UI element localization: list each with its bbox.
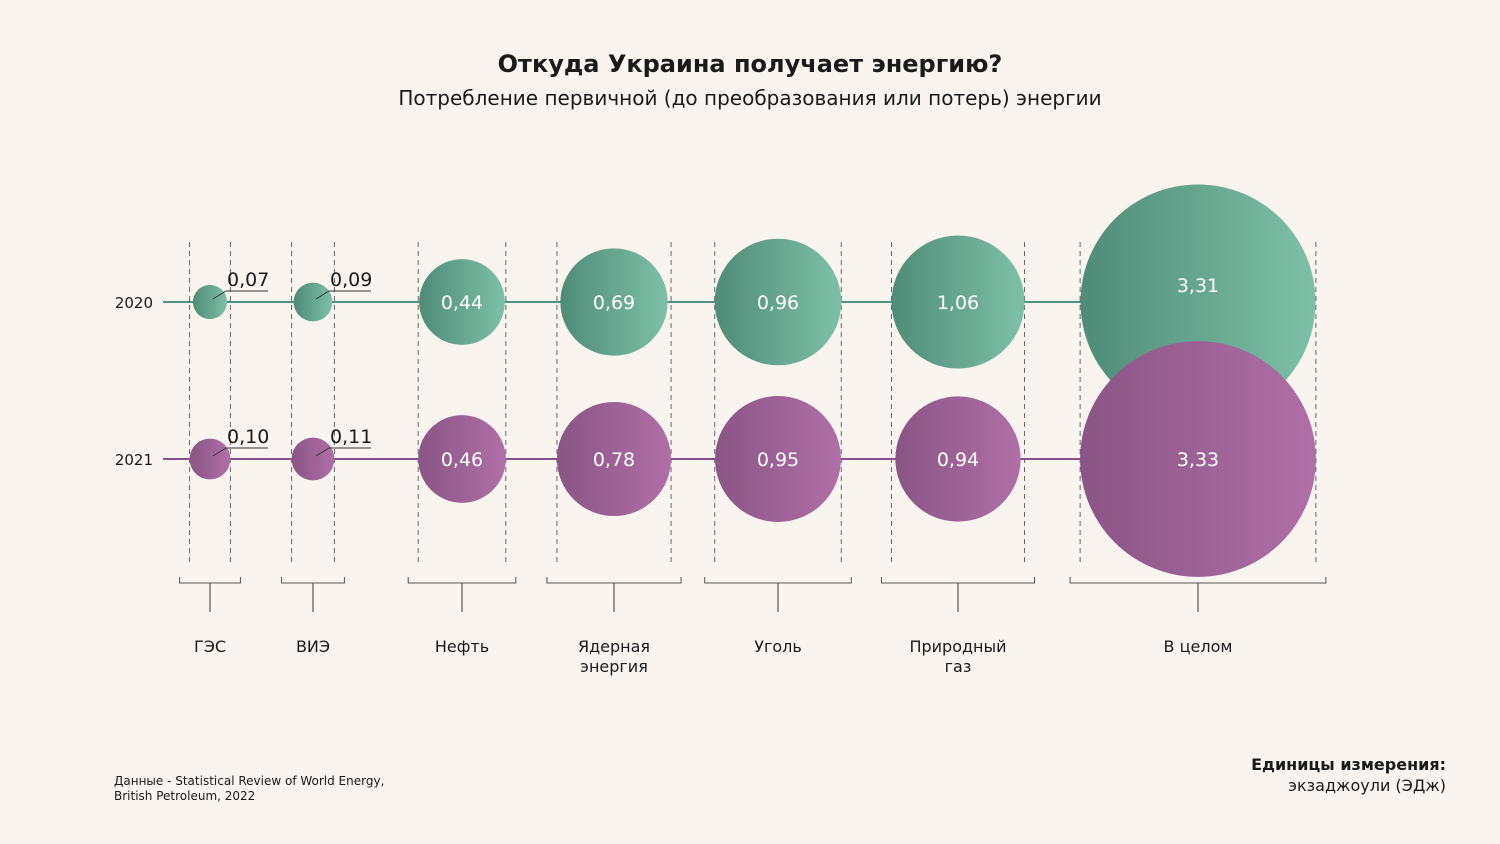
category-label: Ядерная энергия	[578, 637, 650, 676]
chart-title: Откуда Украина получает энергию?	[497, 50, 1003, 78]
bubble-2021-0	[189, 438, 231, 480]
category-label: ВИЭ	[296, 637, 330, 656]
units-note: Единицы измерения: экзаджоули (ЭДж)	[1251, 754, 1446, 796]
value-label-2021-5: 0,94	[937, 449, 979, 471]
bubble-2020-4	[714, 238, 842, 366]
value-leader-line	[212, 447, 268, 457]
bubble-2021-2	[418, 415, 506, 503]
bubble-2020-0	[192, 284, 228, 320]
units-value: экзаджоули (ЭДж)	[1288, 776, 1446, 795]
value-label-2020-3: 0,69	[593, 292, 635, 314]
value-label-2021-1: 0,11	[330, 426, 372, 448]
value-leader-line	[315, 447, 371, 457]
value-label-2021-0: 0,10	[227, 426, 269, 448]
category-label: В целом	[1164, 637, 1233, 656]
bubble-2020-3	[560, 248, 668, 356]
value-leader-line	[315, 290, 371, 300]
category-bracket	[1069, 577, 1327, 584]
bubble-2021-5	[895, 396, 1021, 522]
category-bracket	[704, 577, 852, 584]
bubble-2021-1	[291, 437, 335, 481]
category-label: Уголь	[754, 637, 802, 656]
bubble-2020-5	[891, 235, 1025, 369]
source-line-1: Данные - Statistical Review of World Ene…	[114, 774, 385, 788]
value-label-2020-0: 0,07	[227, 269, 269, 291]
year-label-2021: 2021	[115, 451, 153, 469]
category-bracket	[281, 577, 345, 584]
value-label-2021-2: 0,46	[441, 449, 483, 471]
value-label-2021-6: 3,33	[1177, 449, 1219, 471]
value-label-2020-5: 1,06	[937, 292, 979, 314]
value-leader-line	[212, 290, 268, 300]
bubble-2021-6	[1080, 341, 1316, 577]
value-label-2020-2: 0,44	[441, 292, 483, 314]
category-bracket	[407, 577, 517, 584]
value-label-2021-3: 0,78	[593, 449, 635, 471]
data-source-note: Данные - Statistical Review of World Ene…	[114, 774, 384, 804]
category-bracket	[546, 577, 682, 584]
category-bracket	[179, 577, 241, 584]
bubble-2021-4	[715, 396, 841, 522]
value-label-2020-4: 0,96	[757, 292, 799, 314]
value-label-2020-1: 0,09	[330, 269, 372, 291]
category-bracket	[880, 577, 1036, 584]
value-label-2020-6: 3,31	[1177, 275, 1219, 297]
units-title: Единицы измерения:	[1251, 755, 1446, 774]
value-label-2021-4: 0,95	[757, 449, 799, 471]
category-label: Нефть	[435, 637, 489, 656]
category-label: Природный газ	[909, 637, 1006, 676]
chart-subtitle: Потребление первичной (до преобразования…	[398, 86, 1102, 110]
bubble-2020-2	[419, 259, 505, 345]
year-label-2020: 2020	[115, 294, 153, 312]
bubble-2021-3	[556, 401, 672, 517]
bubble-2020-1	[293, 282, 333, 322]
category-label: ГЭС	[194, 637, 226, 656]
source-line-2: British Petroleum, 2022	[114, 789, 256, 803]
